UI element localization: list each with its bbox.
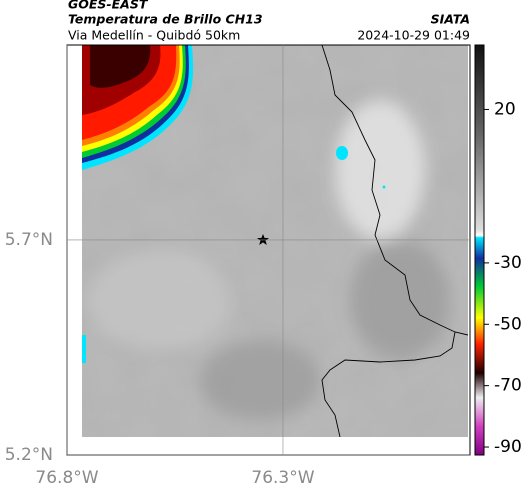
source: GOES-EAST [68,0,149,12]
colorbar-tick-label: 20 [494,99,516,119]
subtitle: Via Medellín - Quibdó 50km [68,28,240,43]
lon-tick-label: 76.8°W [35,468,98,488]
lon-tick-label: 76.3°W [251,468,314,488]
lat-tick-label: 5.7°N [5,230,53,250]
colorbar-tick-label: -30 [494,253,522,273]
colorbar [474,44,485,456]
colorbar-tick-label: -50 [494,314,522,334]
colorbar-tick-label: -70 [494,376,522,396]
title: Temperatura de Brillo CH13 [68,12,263,27]
brand: SIATA [431,12,470,27]
satellite-image [82,45,468,437]
lat-tick-label: 5.2°N [5,445,53,465]
colorbar-tick-label: -90 [494,437,522,457]
location-marker [257,234,269,245]
datetime: 2024-10-29 01:49 [357,28,470,43]
